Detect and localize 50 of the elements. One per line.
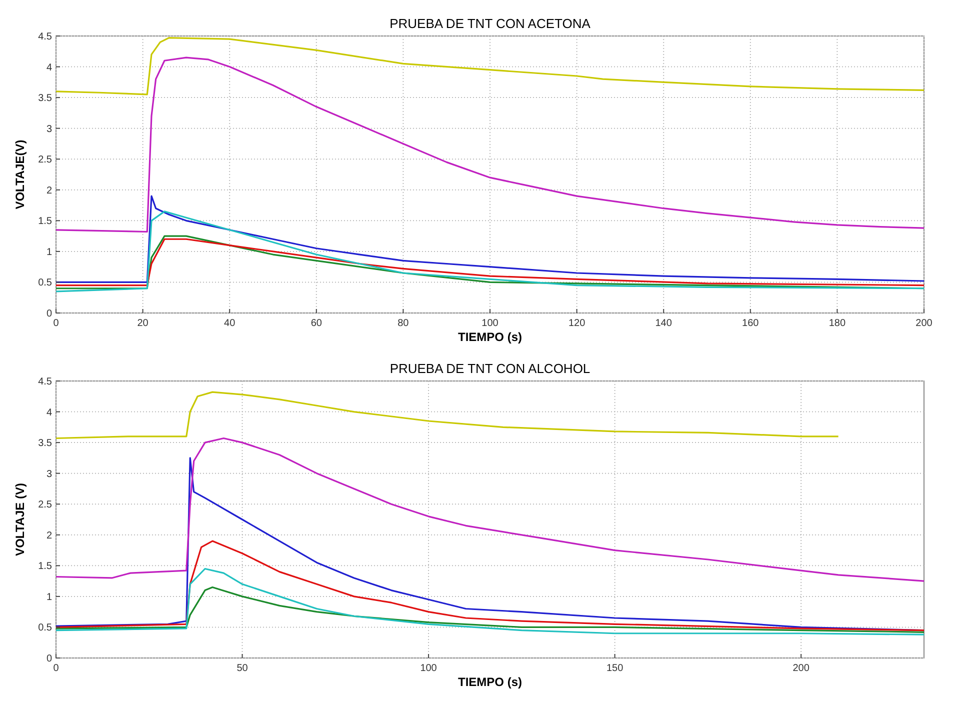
y-tick-label: 0.5 (38, 278, 52, 289)
chart-title: PRUEBA DE TNT CON ACETONA (390, 16, 591, 31)
x-tick-label: 180 (828, 318, 846, 329)
x-tick-label: 60 (310, 318, 322, 329)
y-tick-label: 3.5 (38, 438, 52, 450)
y-tick-label: 1.5 (38, 561, 52, 572)
y-tick-label: 4.5 (38, 32, 52, 42)
y-tick-label: 3 (46, 124, 52, 135)
y-axis-title: VOLTAJE(V) (13, 140, 27, 210)
x-tick-label: 0 (53, 318, 60, 329)
y-tick-label: 4 (46, 62, 52, 74)
y-tick-label: 1 (46, 246, 52, 258)
line-series (55, 56, 925, 233)
line-series (55, 210, 925, 292)
x-tick-label: 150 (606, 663, 624, 674)
y-tick-label: 2 (46, 530, 52, 542)
y-tick-label: 1 (46, 592, 52, 603)
line-series (55, 195, 925, 284)
x-tick-label: 20 (137, 318, 149, 329)
x-tick-label: 200 (916, 318, 933, 329)
y-axis-title: VOLTAJE (V) (13, 483, 27, 556)
line-series (55, 437, 925, 582)
x-tick-label: 120 (568, 318, 586, 329)
x-tick-label: 100 (420, 663, 438, 674)
x-tick-label: 100 (482, 318, 499, 329)
line-series (55, 540, 925, 632)
y-tick-label: 4 (46, 407, 52, 418)
x-tick-label: 160 (742, 318, 760, 329)
x-axis-title: TIEMPO (s) (458, 330, 522, 344)
y-tick-label: 3 (46, 468, 52, 480)
x-tick-label: 50 (236, 663, 248, 674)
y-tick-label: 1.5 (38, 216, 52, 228)
x-tick-label: 40 (224, 318, 236, 329)
x-axis-title: TIEMPO (s) (458, 675, 522, 689)
chart-title: PRUEBA DE TNT CON ALCOHOL (390, 361, 590, 376)
line-series (55, 586, 925, 633)
x-tick-label: 140 (655, 318, 672, 329)
y-tick-label: 0 (46, 654, 52, 664)
y-tick-label: 2.5 (38, 500, 52, 511)
y-tick-label: 2 (46, 185, 52, 196)
y-tick-label: 0.5 (38, 622, 52, 634)
x-tick-label: 80 (398, 318, 410, 329)
y-tick-label: 0 (46, 308, 52, 320)
x-tick-label: 200 (792, 663, 810, 674)
y-tick-label: 3.5 (38, 93, 52, 104)
x-tick-label: 0 (53, 663, 60, 674)
y-tick-label: 2.5 (38, 154, 52, 166)
line-series (55, 391, 840, 440)
y-tick-label: 4.5 (38, 376, 52, 388)
line-series (55, 568, 925, 636)
